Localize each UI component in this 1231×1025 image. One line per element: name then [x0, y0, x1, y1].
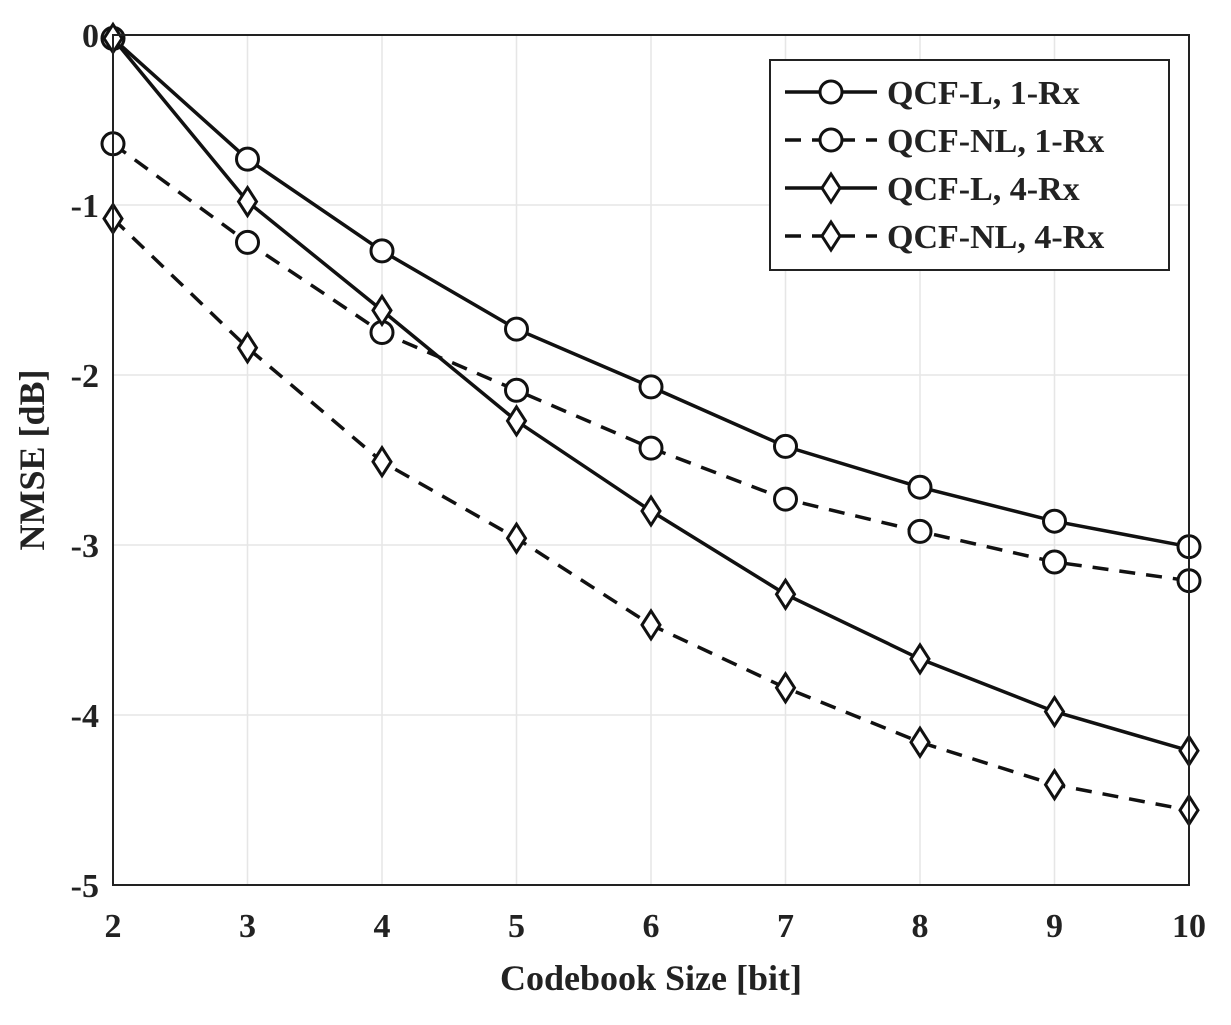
legend-marker-diamond [820, 171, 842, 205]
legend-label: QCF-L, 1-Rx [887, 75, 1080, 112]
legend-marker-circle [818, 79, 844, 105]
x-tick-label: 7 [777, 908, 794, 945]
legend: QCF-L, 1-Rx QCF-NL, 1-Rx QCF-L, 4-Rx QCF-NL… [769, 59, 1170, 271]
data-point-circle [504, 316, 529, 342]
y-tick-label: -2 [71, 358, 99, 395]
data-point-diamond [505, 521, 528, 555]
x-tick-labels: 2 3 4 5 6 7 8 9 10 [105, 908, 1207, 945]
y-tick-label: -3 [71, 528, 99, 565]
data-point-circle [638, 374, 664, 400]
data-point-circle [907, 474, 933, 500]
legend-label: QCF-NL, 1-Rx [887, 123, 1104, 160]
y-tick-label: -4 [71, 698, 99, 735]
y-tick-labels: 0 -1 -2 -3 -4 -5 [71, 18, 99, 905]
x-tick-label: 2 [105, 908, 122, 945]
data-point-circle [1042, 508, 1067, 534]
data-point-circle [235, 229, 260, 255]
data-point-diamond [371, 293, 393, 328]
x-axis-label: Codebook Size [bit] [500, 958, 802, 998]
data-point-diamond [236, 331, 259, 365]
data-point-diamond [640, 608, 662, 642]
legend-item: QCF-L, 1-Rx [785, 75, 1080, 112]
data-point-diamond [640, 494, 662, 528]
x-tick-label: 4 [374, 908, 391, 945]
data-point-circle [907, 518, 933, 544]
data-point-diamond [774, 671, 797, 705]
legend-item: QCF-NL, 1-Rx [785, 123, 1104, 160]
legend-label: QCF-NL, 4-Rx [887, 219, 1104, 256]
data-point-diamond [371, 444, 393, 479]
y-tick-label: -1 [71, 188, 99, 225]
legend-marker-diamond [820, 219, 842, 253]
data-point-diamond [909, 642, 931, 676]
data-point-diamond [774, 577, 797, 612]
data-point-circle [773, 486, 798, 512]
legend-item: QCF-NL, 4-Rx [785, 219, 1104, 256]
series-3 [102, 21, 1200, 768]
data-point-diamond [236, 184, 259, 219]
axes-box [112, 34, 1190, 886]
y-tick-label: -5 [71, 868, 99, 905]
y-axis-label: NMSE [dB] [12, 369, 52, 550]
x-tick-label: 3 [239, 908, 256, 945]
data-point-circle [369, 238, 395, 264]
data-point-circle [504, 377, 529, 403]
y-tick-label: 0 [82, 18, 99, 55]
x-tick-label: 6 [643, 908, 660, 945]
data-point-circle [1042, 549, 1067, 575]
data-point-circle [773, 433, 798, 459]
x-tick-label: 9 [1046, 908, 1063, 945]
legend-item: QCF-L, 4-Rx [785, 171, 1080, 208]
data-point-circle [235, 146, 260, 172]
legend-label: QCF-L, 4-Rx [887, 171, 1080, 208]
data-point-circle [638, 435, 664, 461]
data-point-diamond [1043, 767, 1066, 802]
data-point-diamond [505, 404, 528, 438]
x-tick-label: 8 [912, 908, 929, 945]
legend-marker-circle [818, 127, 844, 153]
data-point-diamond [1043, 694, 1066, 729]
x-tick-label: 5 [508, 908, 525, 945]
x-tick-label: 10 [1172, 908, 1206, 945]
data-point-diamond [909, 725, 931, 759]
